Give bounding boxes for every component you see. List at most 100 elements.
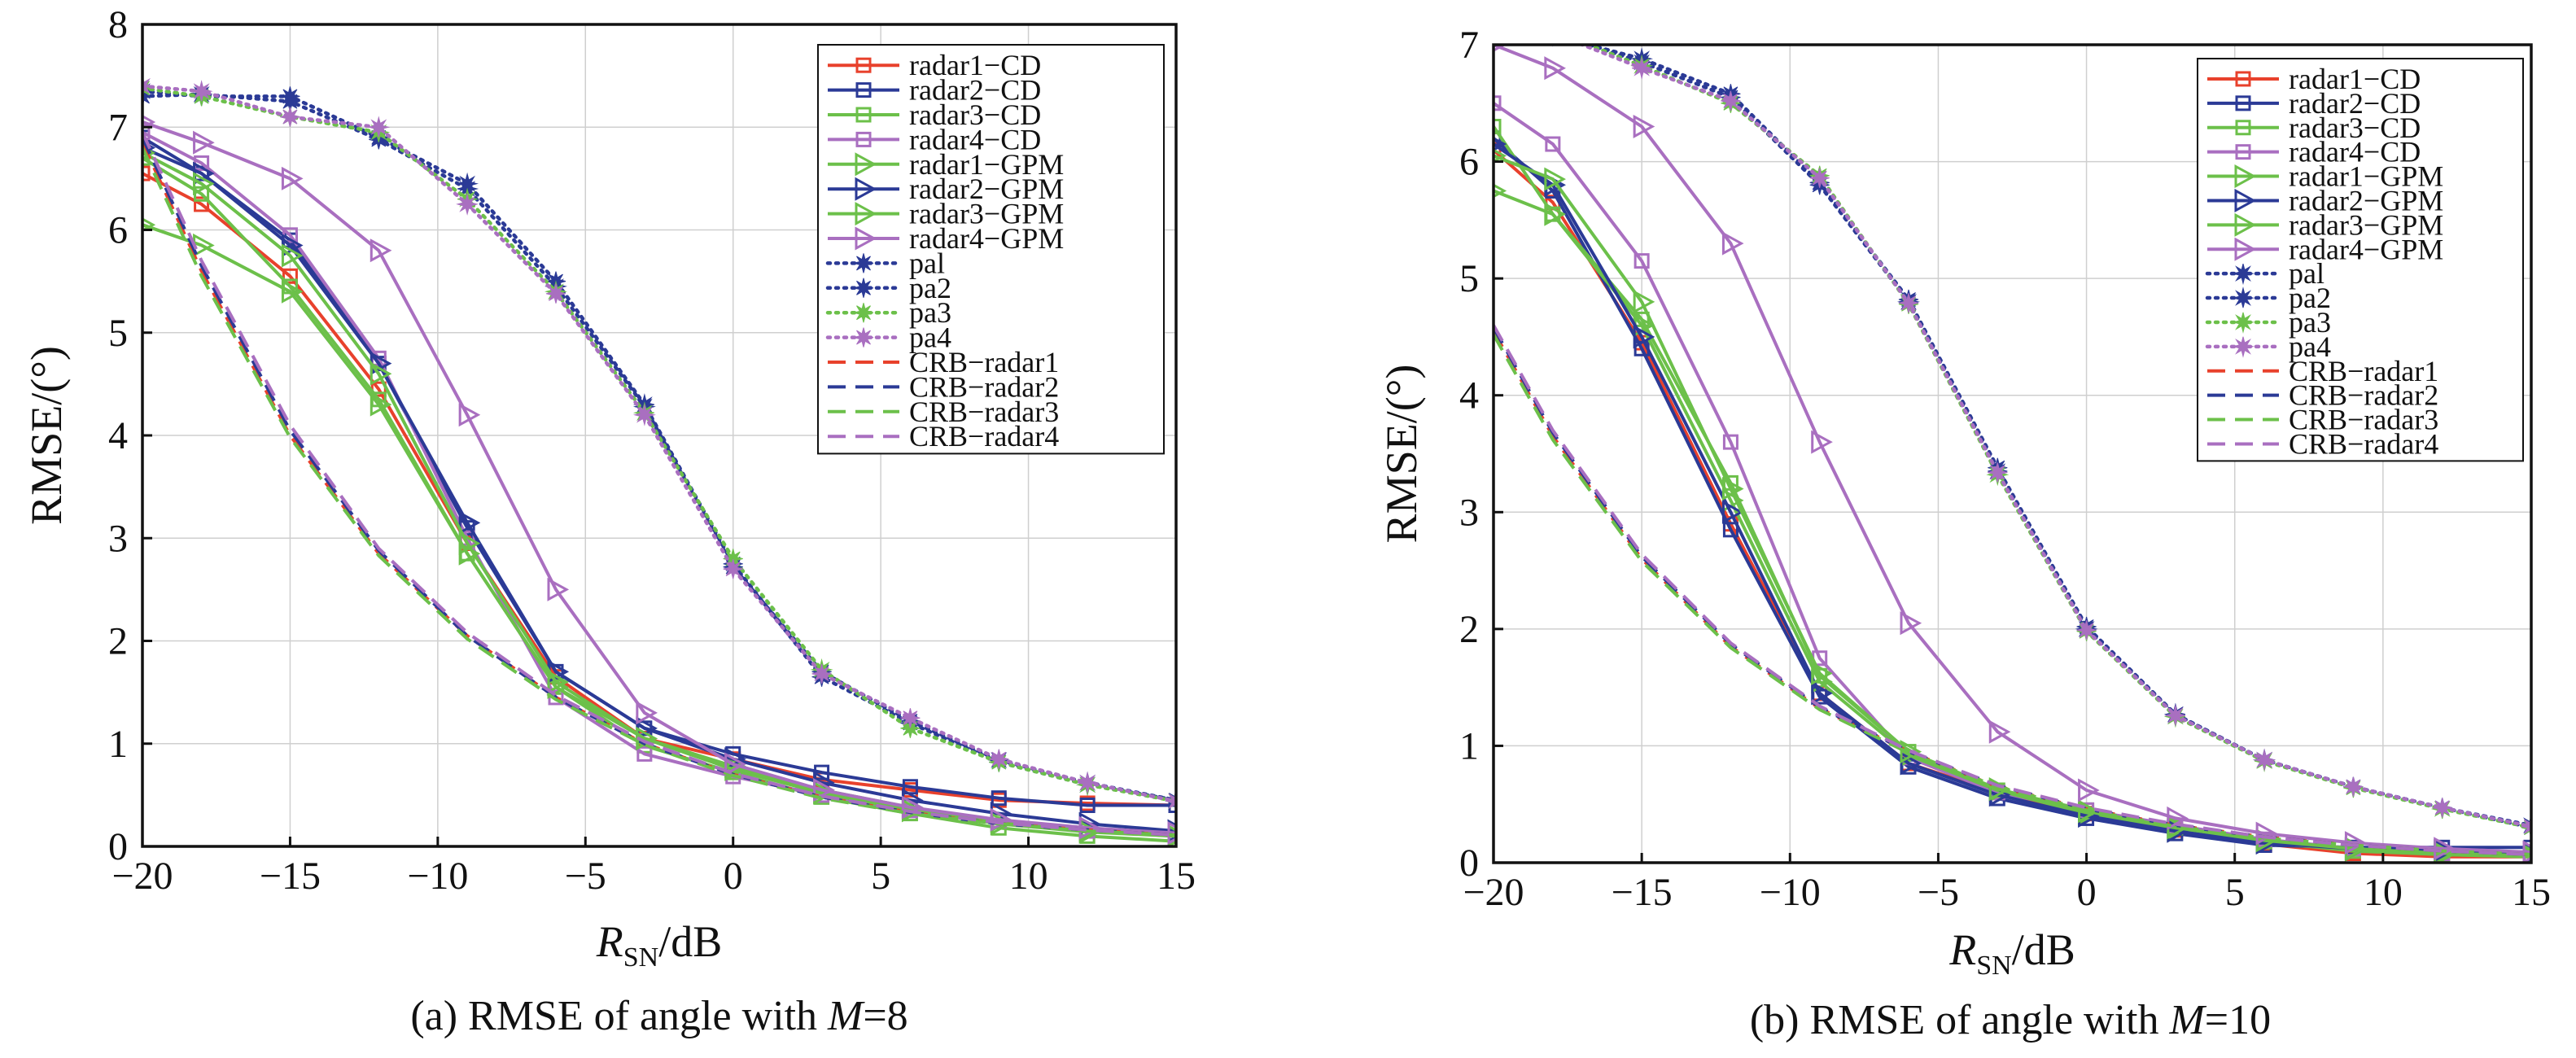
- data-point: [1484, 24, 1503, 43]
- y-tick-label: 0: [1459, 842, 1479, 885]
- y-tick-label: 5: [1459, 257, 1479, 300]
- data-point: [1722, 522, 1738, 538]
- data-point: [547, 577, 570, 601]
- data-point: [370, 392, 392, 417]
- data-point: [2235, 120, 2251, 136]
- y-tick-label: 3: [1459, 491, 1479, 534]
- legend-label: radar4−CD: [2289, 136, 2421, 168]
- data-point: [1543, 24, 1563, 43]
- data-point: [142, 165, 151, 181]
- data-point: [989, 749, 1009, 769]
- y-tick-label: 4: [108, 414, 128, 457]
- data-point: [1900, 740, 1922, 764]
- data-point: [900, 708, 921, 728]
- legend-label: radar3−CD: [909, 98, 1041, 131]
- chart-panel-b: −20 −15 −10 −5 0 5 10 15 0 1 2 3 4 5 6 7 RMSE/(°) RSN/dB (…: [1377, 11, 2551, 1043]
- data-point: [636, 745, 653, 762]
- data-point: [2163, 704, 2186, 728]
- series-line: [142, 131, 1176, 837]
- data-point: [1544, 56, 1566, 81]
- y-tick-label: 6: [108, 209, 128, 252]
- data-point: [1988, 719, 2011, 744]
- data-point: [811, 663, 832, 684]
- data-point: [1721, 90, 1741, 111]
- legend-label: radar1−CD: [909, 49, 1041, 81]
- data-point: [1168, 798, 1176, 813]
- data-point: [1165, 789, 1176, 811]
- data-point: [193, 172, 215, 196]
- data-point: [547, 670, 570, 694]
- data-point: [1543, 21, 1563, 41]
- data-point: [2232, 286, 2255, 308]
- x-tick-label: −20: [1463, 871, 1524, 914]
- x-axis-label: RSN/dB: [596, 917, 723, 973]
- chart-panel-a: −20 −15 −10 −5 0 5 10 15 0 1 2 3 4 5 6 7 8 RMSE/(°) RSN/dB…: [22, 3, 1196, 1039]
- x-tick-label: −15: [260, 855, 321, 898]
- x-tick-label: 5: [2225, 871, 2245, 914]
- legend-label: CRB−radar2: [2289, 379, 2438, 412]
- data-point: [1900, 611, 1922, 636]
- data-point: [1721, 477, 1744, 501]
- legend-label: radar1−GPM: [2289, 160, 2443, 193]
- legend-label: pa3: [2289, 306, 2331, 339]
- series-15: [142, 131, 1176, 837]
- legend-label: pa4: [909, 321, 951, 354]
- data-point: [723, 558, 743, 579]
- data-point: [1494, 119, 1502, 134]
- legend: radar1−CDradar2−CDradar3−CDradar4−CDrada…: [817, 44, 1165, 455]
- data-point: [370, 238, 392, 263]
- x-tick-label: −15: [1612, 871, 1673, 914]
- data-point: [2232, 336, 2255, 358]
- data-point: [1988, 777, 2011, 802]
- legend-label: radar4−GPM: [909, 222, 1064, 255]
- series-line: [1494, 324, 2531, 856]
- legend-label: radar2−GPM: [909, 173, 1064, 205]
- data-point: [2234, 212, 2257, 237]
- data-point: [1900, 751, 1922, 776]
- series-15: [1494, 324, 2531, 856]
- figure-caption: (a) RMSE of angle with M=8: [410, 993, 908, 1039]
- legend-label: pal: [909, 247, 945, 279]
- legend-label: radar2−CD: [909, 74, 1041, 107]
- legend-label: CRB−radar2: [909, 370, 1059, 403]
- figure-caption: (b) RMSE of angle with M=10: [1750, 997, 2271, 1043]
- data-point: [855, 202, 877, 226]
- legend-box: [817, 44, 1165, 455]
- data-point: [855, 82, 872, 98]
- legend-label: radar1−GPM: [909, 148, 1064, 181]
- y-tick-label: 3: [108, 517, 128, 560]
- x-axis-label: RSN/dB: [1948, 925, 2075, 981]
- data-point: [2234, 237, 2257, 261]
- legend-label: pa2: [909, 272, 951, 304]
- data-point: [2343, 776, 2364, 797]
- data-point: [1494, 45, 1507, 52]
- data-point: [632, 403, 656, 426]
- data-point: [1811, 681, 1833, 706]
- y-tick-label: 6: [1459, 141, 1479, 184]
- data-point: [1811, 430, 1833, 454]
- data-point: [855, 152, 877, 177]
- data-point: [142, 74, 154, 96]
- legend-label: radar3−GPM: [909, 198, 1064, 230]
- data-point: [2521, 816, 2531, 837]
- legend: radar1−CDradar2−CDradar3−CDradar4−CDrada…: [2197, 58, 2524, 462]
- data-point: [1811, 661, 1833, 685]
- data-point: [855, 131, 872, 147]
- y-tick-label: 1: [108, 723, 128, 766]
- x-tick-label: −20: [112, 855, 173, 898]
- data-point: [1484, 11, 1503, 31]
- x-tick-label: −5: [565, 855, 606, 898]
- data-point: [190, 80, 213, 102]
- legend-label: pal: [2289, 257, 2325, 290]
- data-point: [1494, 137, 1507, 151]
- legend-label: radar3−CD: [2289, 111, 2421, 144]
- data-point: [853, 278, 874, 298]
- x-tick-label: 0: [2077, 871, 2097, 914]
- legend-label: pa3: [909, 296, 951, 329]
- data-point: [280, 91, 300, 111]
- data-point: [2078, 778, 2100, 802]
- data-point: [282, 268, 298, 284]
- data-point: [281, 243, 304, 268]
- data-point: [636, 701, 658, 725]
